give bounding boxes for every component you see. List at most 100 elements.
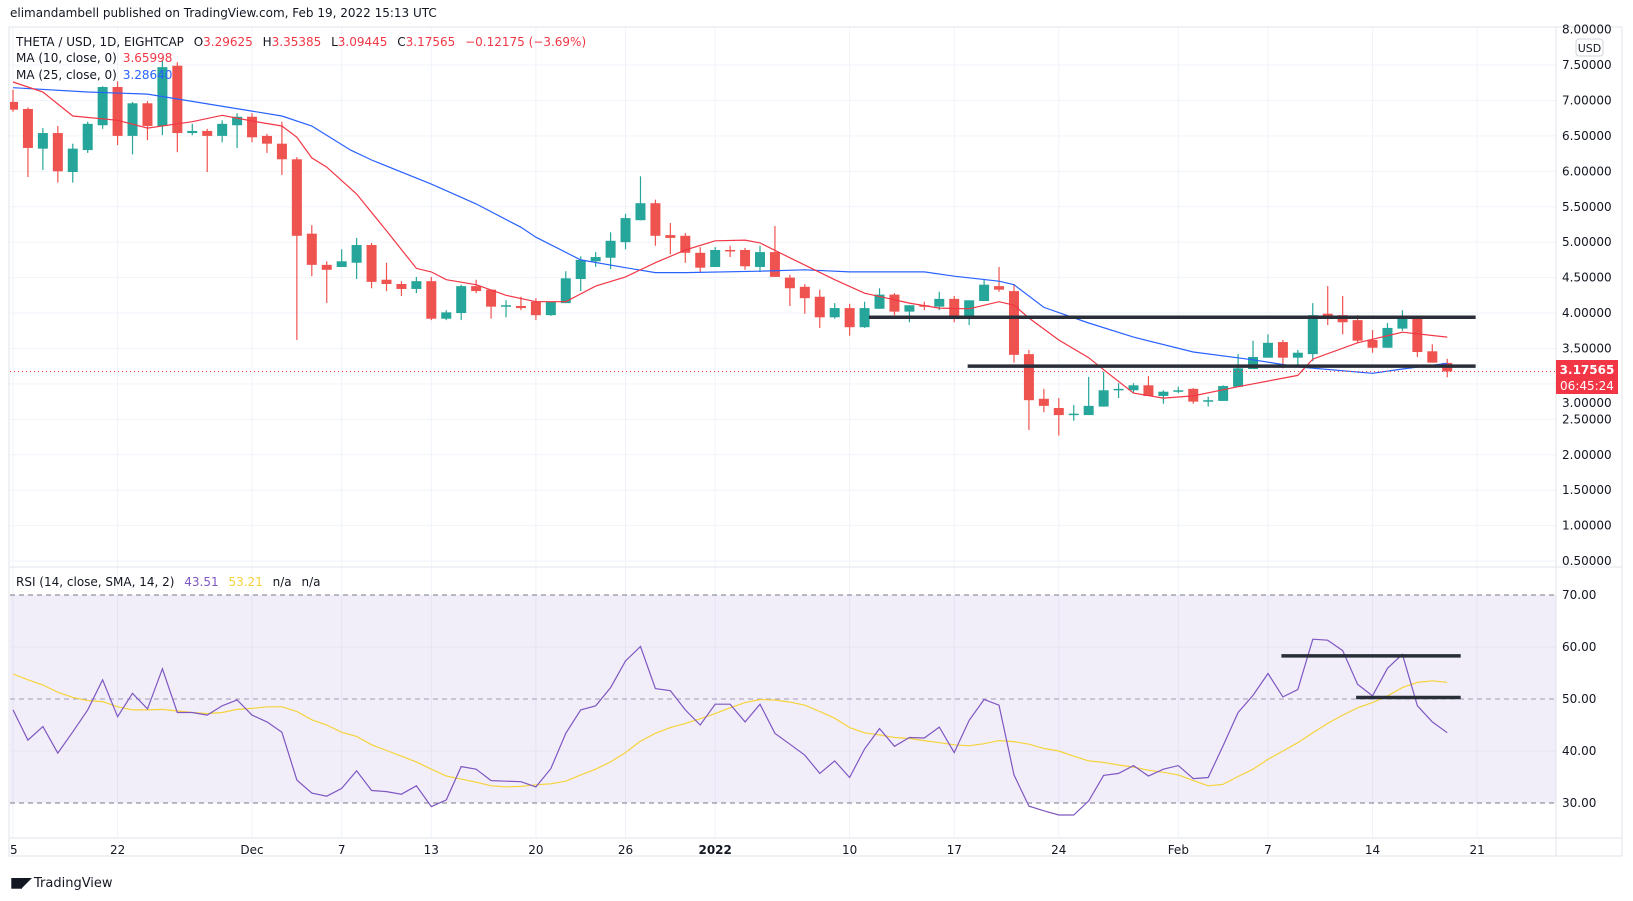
time-axis-label: 21	[1469, 843, 1484, 857]
price-axis-label: 4.50000	[1562, 271, 1612, 285]
rsi-axis[interactable]: 70.00 60.00 50.00 40.00 30.00	[1562, 588, 1596, 810]
candle-up	[1098, 390, 1109, 407]
ohlc-low: L3.09445	[331, 35, 388, 49]
time-axis-label: 14	[1365, 843, 1380, 857]
bar-countdown: 06:45:24	[1560, 379, 1614, 393]
price-axis-label: 0.50000	[1562, 554, 1612, 568]
price-axis-label: 3.00000	[1562, 396, 1612, 410]
symbol-legend[interactable]: THETA / USD, 1D, EIGHTCAP O3.29625 H3.35…	[16, 34, 586, 50]
currency-badge[interactable]: USD	[1575, 38, 1604, 57]
tradingview-logo[interactable]: ■◤ TradingView	[10, 875, 113, 891]
ma10-name: MA (10, close, 0)	[16, 51, 117, 65]
time-axis-label: Dec	[240, 843, 263, 857]
candle-up	[336, 261, 347, 267]
rsi-axis-label: 60.00	[1562, 640, 1596, 654]
candle-up	[1113, 388, 1124, 391]
candle-down	[1038, 398, 1049, 406]
candle-up	[456, 286, 467, 314]
candle-up	[1083, 405, 1094, 416]
candle-down	[486, 289, 497, 307]
time-axis-label: 10	[842, 843, 857, 857]
rsi-axis-label: 50.00	[1562, 692, 1596, 706]
candle-down	[889, 294, 900, 312]
time-axis-label: 20	[528, 843, 543, 857]
candle-up	[934, 298, 945, 307]
candle-down	[52, 133, 63, 172]
rsi-axis-label: 30.00	[1562, 796, 1596, 810]
ma10-line	[12, 81, 1448, 399]
time-axis[interactable]: 5 22 Dec 7 13 20 26 2022 10 17 24 Feb 7 14 21	[10, 843, 1485, 857]
time-axis-label: 26	[618, 843, 633, 857]
tradingview-logo-icon: ■◤	[10, 875, 32, 891]
price-axis-label: 2.50000	[1562, 412, 1612, 426]
rsi-name: RSI (14, close, SMA, 14, 2)	[16, 575, 175, 589]
candle-up	[37, 133, 48, 149]
ma25-line	[12, 87, 1448, 374]
candle-up	[560, 278, 571, 304]
ohlc-open: O3.29625	[193, 35, 253, 49]
candle-up	[411, 281, 422, 289]
price-axis[interactable]: 8.00000 7.50000 7.00000 6.50000 6.00000 5.500…	[1562, 23, 1612, 568]
time-axis-label: 2022	[698, 843, 731, 857]
candle-up	[545, 301, 556, 316]
candle-down	[784, 277, 795, 289]
rsi-plot[interactable]	[12, 638, 1461, 816]
candle-down	[680, 235, 691, 253]
price-axis-label: 7.50000	[1562, 58, 1612, 72]
candle-up	[97, 86, 108, 126]
candle-up	[1233, 368, 1244, 387]
chart-frame	[8, 26, 1623, 857]
candle-up	[217, 123, 228, 136]
candle-down	[1322, 313, 1333, 316]
candle-down	[261, 135, 272, 144]
time-axis-label: 22	[110, 843, 125, 857]
candle-down	[650, 203, 661, 236]
candle-up	[187, 130, 198, 134]
time-axis-label: 24	[1051, 843, 1066, 857]
last-price-value: 3.17565	[1560, 363, 1615, 377]
price-axis-label: 1.00000	[1562, 519, 1612, 533]
rsi-pane	[10, 594, 1556, 804]
time-axis-label: 5	[10, 843, 18, 857]
candle-down	[1143, 385, 1154, 396]
candle-up	[351, 245, 362, 263]
candle-down	[1352, 320, 1363, 341]
time-axis-label: 13	[424, 843, 439, 857]
candle-up	[1128, 385, 1139, 391]
candle-up	[1068, 413, 1079, 416]
candle-up	[755, 252, 765, 267]
ohlc-close: C3.17565	[397, 35, 456, 49]
price-axis-label: 6.00000	[1562, 164, 1612, 178]
candle-up	[1262, 342, 1273, 358]
candle-down	[22, 108, 33, 148]
price-change: −0.12175 (−3.69%)	[465, 35, 587, 49]
candle-up	[859, 308, 870, 328]
candle-up	[1397, 318, 1408, 329]
candle-up	[710, 249, 721, 267]
price-axis-label: 2.00000	[1562, 448, 1612, 462]
time-axis-label: Feb	[1168, 843, 1189, 857]
ma10-legend[interactable]: MA (10, close, 0) 3.65998	[16, 50, 172, 66]
candle-down	[515, 305, 526, 309]
price-pane[interactable]	[8, 60, 1556, 436]
rsi-axis-label: 70.00	[1562, 588, 1596, 602]
candle-up	[620, 218, 631, 243]
candle-down	[769, 252, 780, 277]
candle-down	[291, 159, 302, 236]
candle-up	[1307, 315, 1318, 355]
ma25-legend[interactable]: MA (25, close, 0) 3.28640	[16, 67, 172, 83]
candle-up	[1203, 400, 1214, 402]
candle-up	[575, 259, 586, 280]
price-axis-label: 5.00000	[1562, 235, 1612, 249]
candle-down	[1008, 291, 1019, 355]
rsi-legend[interactable]: RSI (14, close, SMA, 14, 2) 43.51 53.21 …	[16, 574, 321, 590]
price-axis-label: 3.50000	[1562, 341, 1612, 355]
candle-up	[67, 148, 78, 173]
candle-up	[904, 305, 915, 312]
candle-down	[10, 101, 18, 110]
ohlc-high: H3.35385	[262, 35, 322, 49]
price-axis-label: 4.00000	[1562, 306, 1612, 320]
candle-down	[530, 301, 541, 316]
ma25-value: 3.28640	[122, 68, 173, 82]
